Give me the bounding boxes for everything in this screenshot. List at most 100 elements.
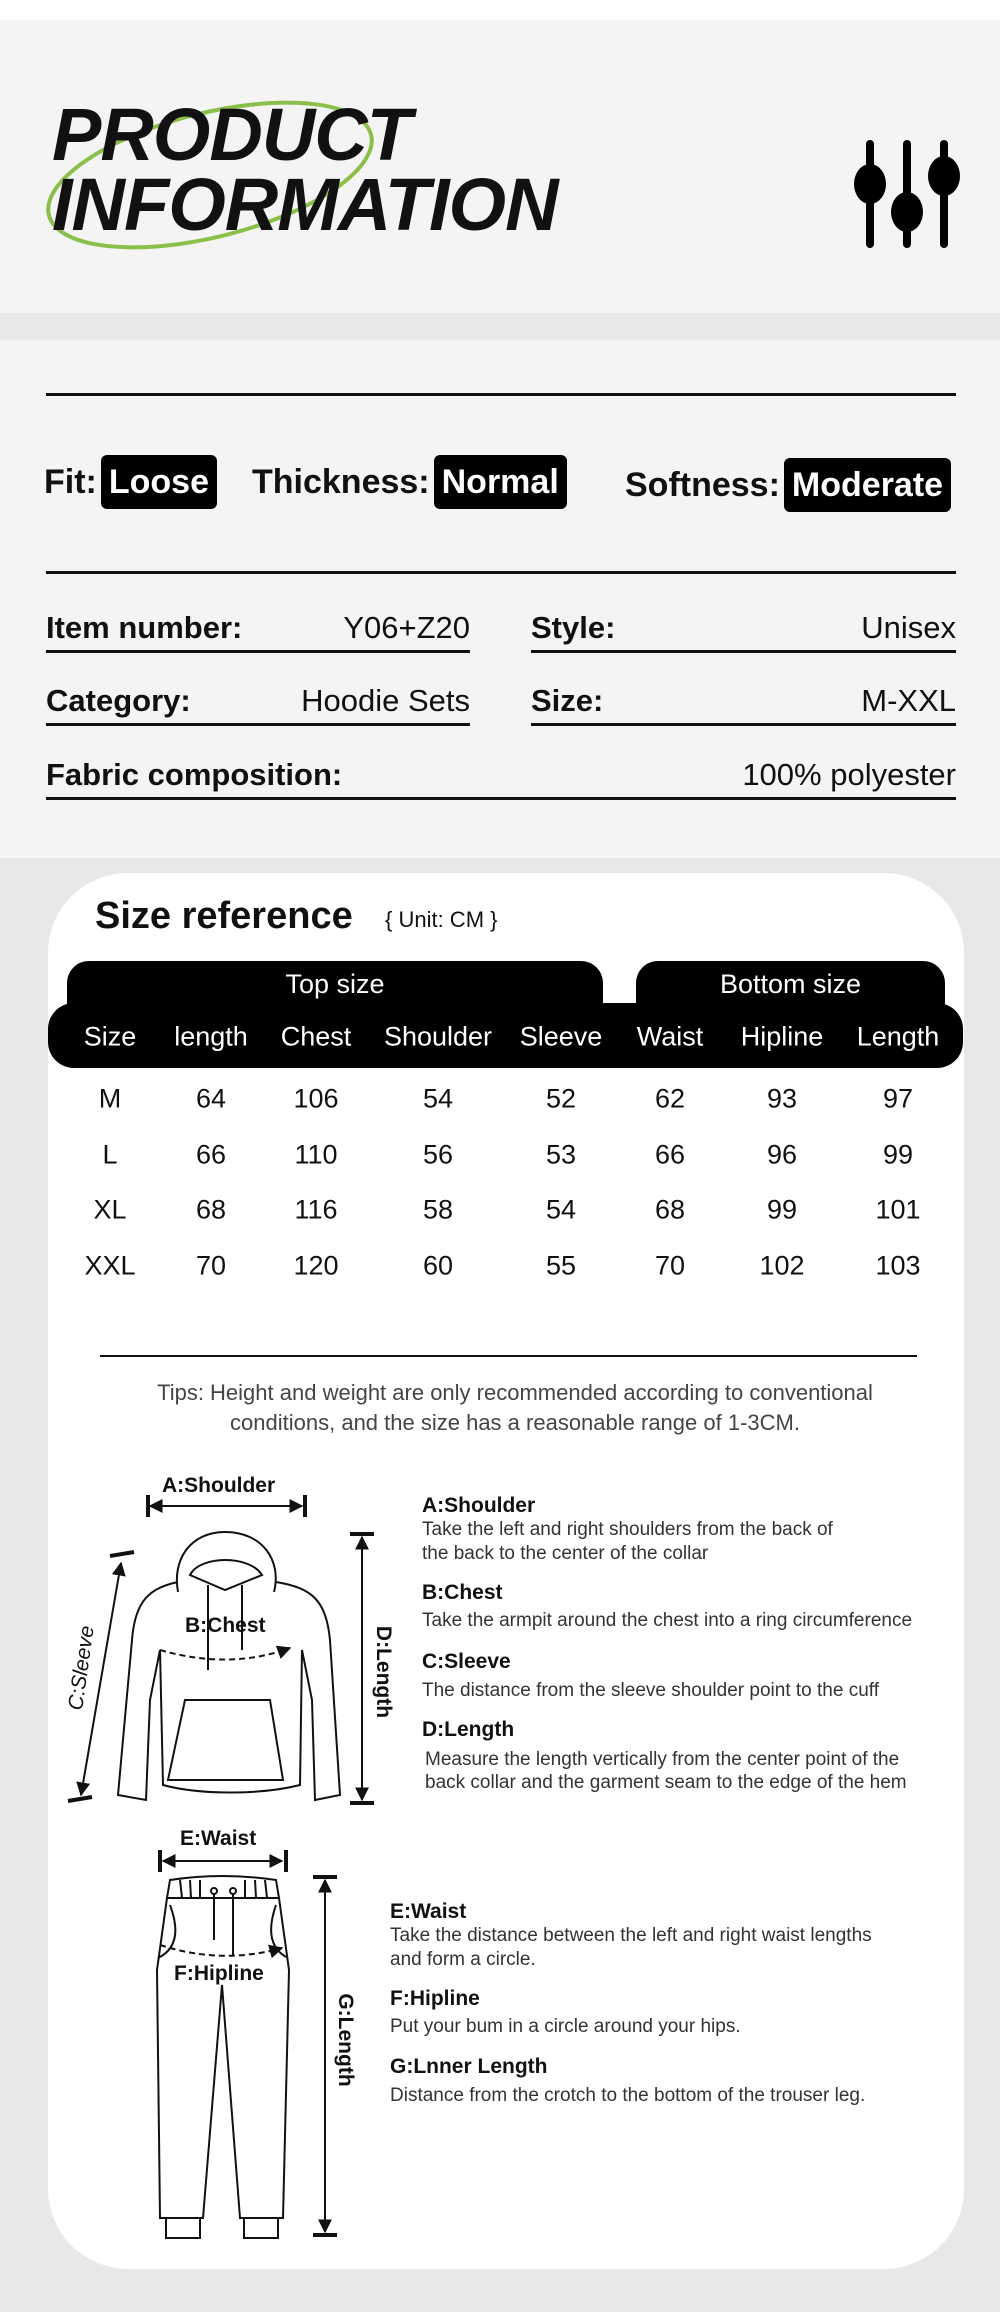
table-cell: XL [93,1194,127,1225]
tips-text: Tips: Height and weight are only recomme… [0,1378,1000,1438]
desc-line: Put your bum in a circle around your hip… [390,2016,741,2037]
table-cell: 101 [875,1194,921,1225]
table-cell: 110 [294,1139,338,1170]
table-cell: 116 [294,1194,338,1225]
table-cell: 96 [766,1139,798,1170]
size-row: Size: M-XXL [531,676,956,726]
desc-line: and form a circle. [390,1949,536,1970]
unit-label: { Unit: CM } [385,907,498,932]
fabric-value: 100% polyester [742,757,956,792]
table-cell: 55 [545,1250,577,1281]
fit-label: Fit: [44,462,97,501]
table-cell: 99 [882,1139,914,1170]
table-cell: 66 [195,1139,227,1170]
size-reference-card [48,873,964,2269]
bottom-size-group-header: Bottom size [636,961,945,1007]
desc-line: Measure the length vertically from the c… [425,1749,900,1770]
size-label: Size: [531,683,604,718]
table-cell: 103 [875,1250,921,1281]
shoulder-label: A:Shoulder [162,1474,276,1497]
hoodie-outline [116,1530,342,1802]
desc-line: the back to the center of the collar [422,1543,709,1564]
table-cell: 53 [545,1139,577,1170]
desc-title: A:Shoulder [422,1494,536,1517]
garment-diagram [67,1495,374,2239]
style-row: Style: Unisex [531,603,956,653]
waist-arrow [158,1850,288,1872]
table-cell: 56 [422,1139,454,1170]
table-cell: L [102,1139,118,1170]
softness-label: Softness: [625,465,780,504]
table-cell: M [98,1083,122,1114]
pants-outline [155,1875,291,2239]
table-cell: 54 [422,1083,454,1114]
pants-length-label: G:Length [334,1993,357,2087]
desc-title: C:Sleeve [422,1650,511,1673]
length-arrow [350,1532,374,1805]
table-cell: 99 [766,1194,798,1225]
table-cell: 62 [654,1083,686,1114]
title-line-2: INFORMATION [52,163,559,246]
thickness-value-badge: Normal [433,455,567,509]
style-value: Unisex [861,610,956,645]
softness-attribute: Softness: Moderate [625,458,952,512]
table-cell: 120 [293,1250,339,1281]
waist-label: E:Waist [180,1827,257,1850]
size-value: M-XXL [861,683,956,718]
size-reference-title: Size reference [95,895,353,937]
table-cell: 66 [654,1139,686,1170]
column-header: length [174,1021,248,1052]
table-cell: 70 [195,1250,227,1281]
desc-line: Take the left and right shoulders from t… [422,1519,833,1540]
desc-title: D:Length [422,1718,515,1741]
chest-label: B:Chest [185,1614,266,1637]
column-header: Waist [636,1021,704,1052]
column-header: Size [83,1021,137,1052]
chest-arrow [159,1645,292,1661]
desc-line: The distance from the sleeve shoulder po… [422,1680,879,1701]
table-cell: 70 [654,1250,686,1281]
softness-value-badge: Moderate [783,458,952,512]
table-cell: 52 [545,1083,577,1114]
column-header: Shoulder [383,1021,493,1052]
divider-band [0,313,1000,340]
sleeve-arrow [67,1550,135,1803]
size-table-header [48,1003,963,1068]
length-label: D:Length [372,1625,395,1719]
desc-line: Distance from the crotch to the bottom o… [390,2085,866,2106]
divider [46,393,956,396]
title-ellipse-accent [46,100,374,250]
fabric-row: Fabric composition: 100% polyester [46,750,956,800]
table-cell: 68 [654,1194,686,1225]
table-cell: 93 [766,1083,798,1114]
category-label: Category: [46,683,191,718]
top-size-group-header: Top size [67,961,603,1007]
header [0,20,1000,313]
desc-title: F:Hipline [390,1987,480,2010]
pants-length-arrow [313,1875,337,2237]
item-number-label: Item number: [46,610,243,645]
fabric-label: Fabric composition: [46,757,343,792]
table-cell: 68 [195,1194,227,1225]
item-number-row: Item number: Y06+Z20 [46,603,470,653]
table-cell: 58 [422,1194,454,1225]
table-cell: 97 [882,1083,914,1114]
table-cell: XXL [84,1250,136,1281]
top-strip [0,0,1000,20]
table-cell: 102 [759,1250,805,1281]
sliders-icon [854,140,960,248]
desc-title: E:Waist [390,1900,467,1923]
fit-value-badge: Loose [100,455,217,509]
column-header: Chest [280,1021,352,1052]
tips-line-2: conditions, and the size has a reasonabl… [230,1410,800,1435]
category-row: Category: Hoodie Sets [46,676,470,726]
desc-line: Take the armpit around the chest into a … [422,1610,913,1631]
info-section [0,340,1000,858]
table-cell: 60 [422,1250,454,1281]
style-label: Style: [531,610,616,645]
desc-title: B:Chest [422,1581,503,1604]
item-number-value: Y06+Z20 [343,610,470,645]
title-line-1: PRODUCT [52,93,412,176]
hipline-arrow [159,1944,284,1959]
desc-line: back collar and the garment seam to the … [425,1772,907,1793]
